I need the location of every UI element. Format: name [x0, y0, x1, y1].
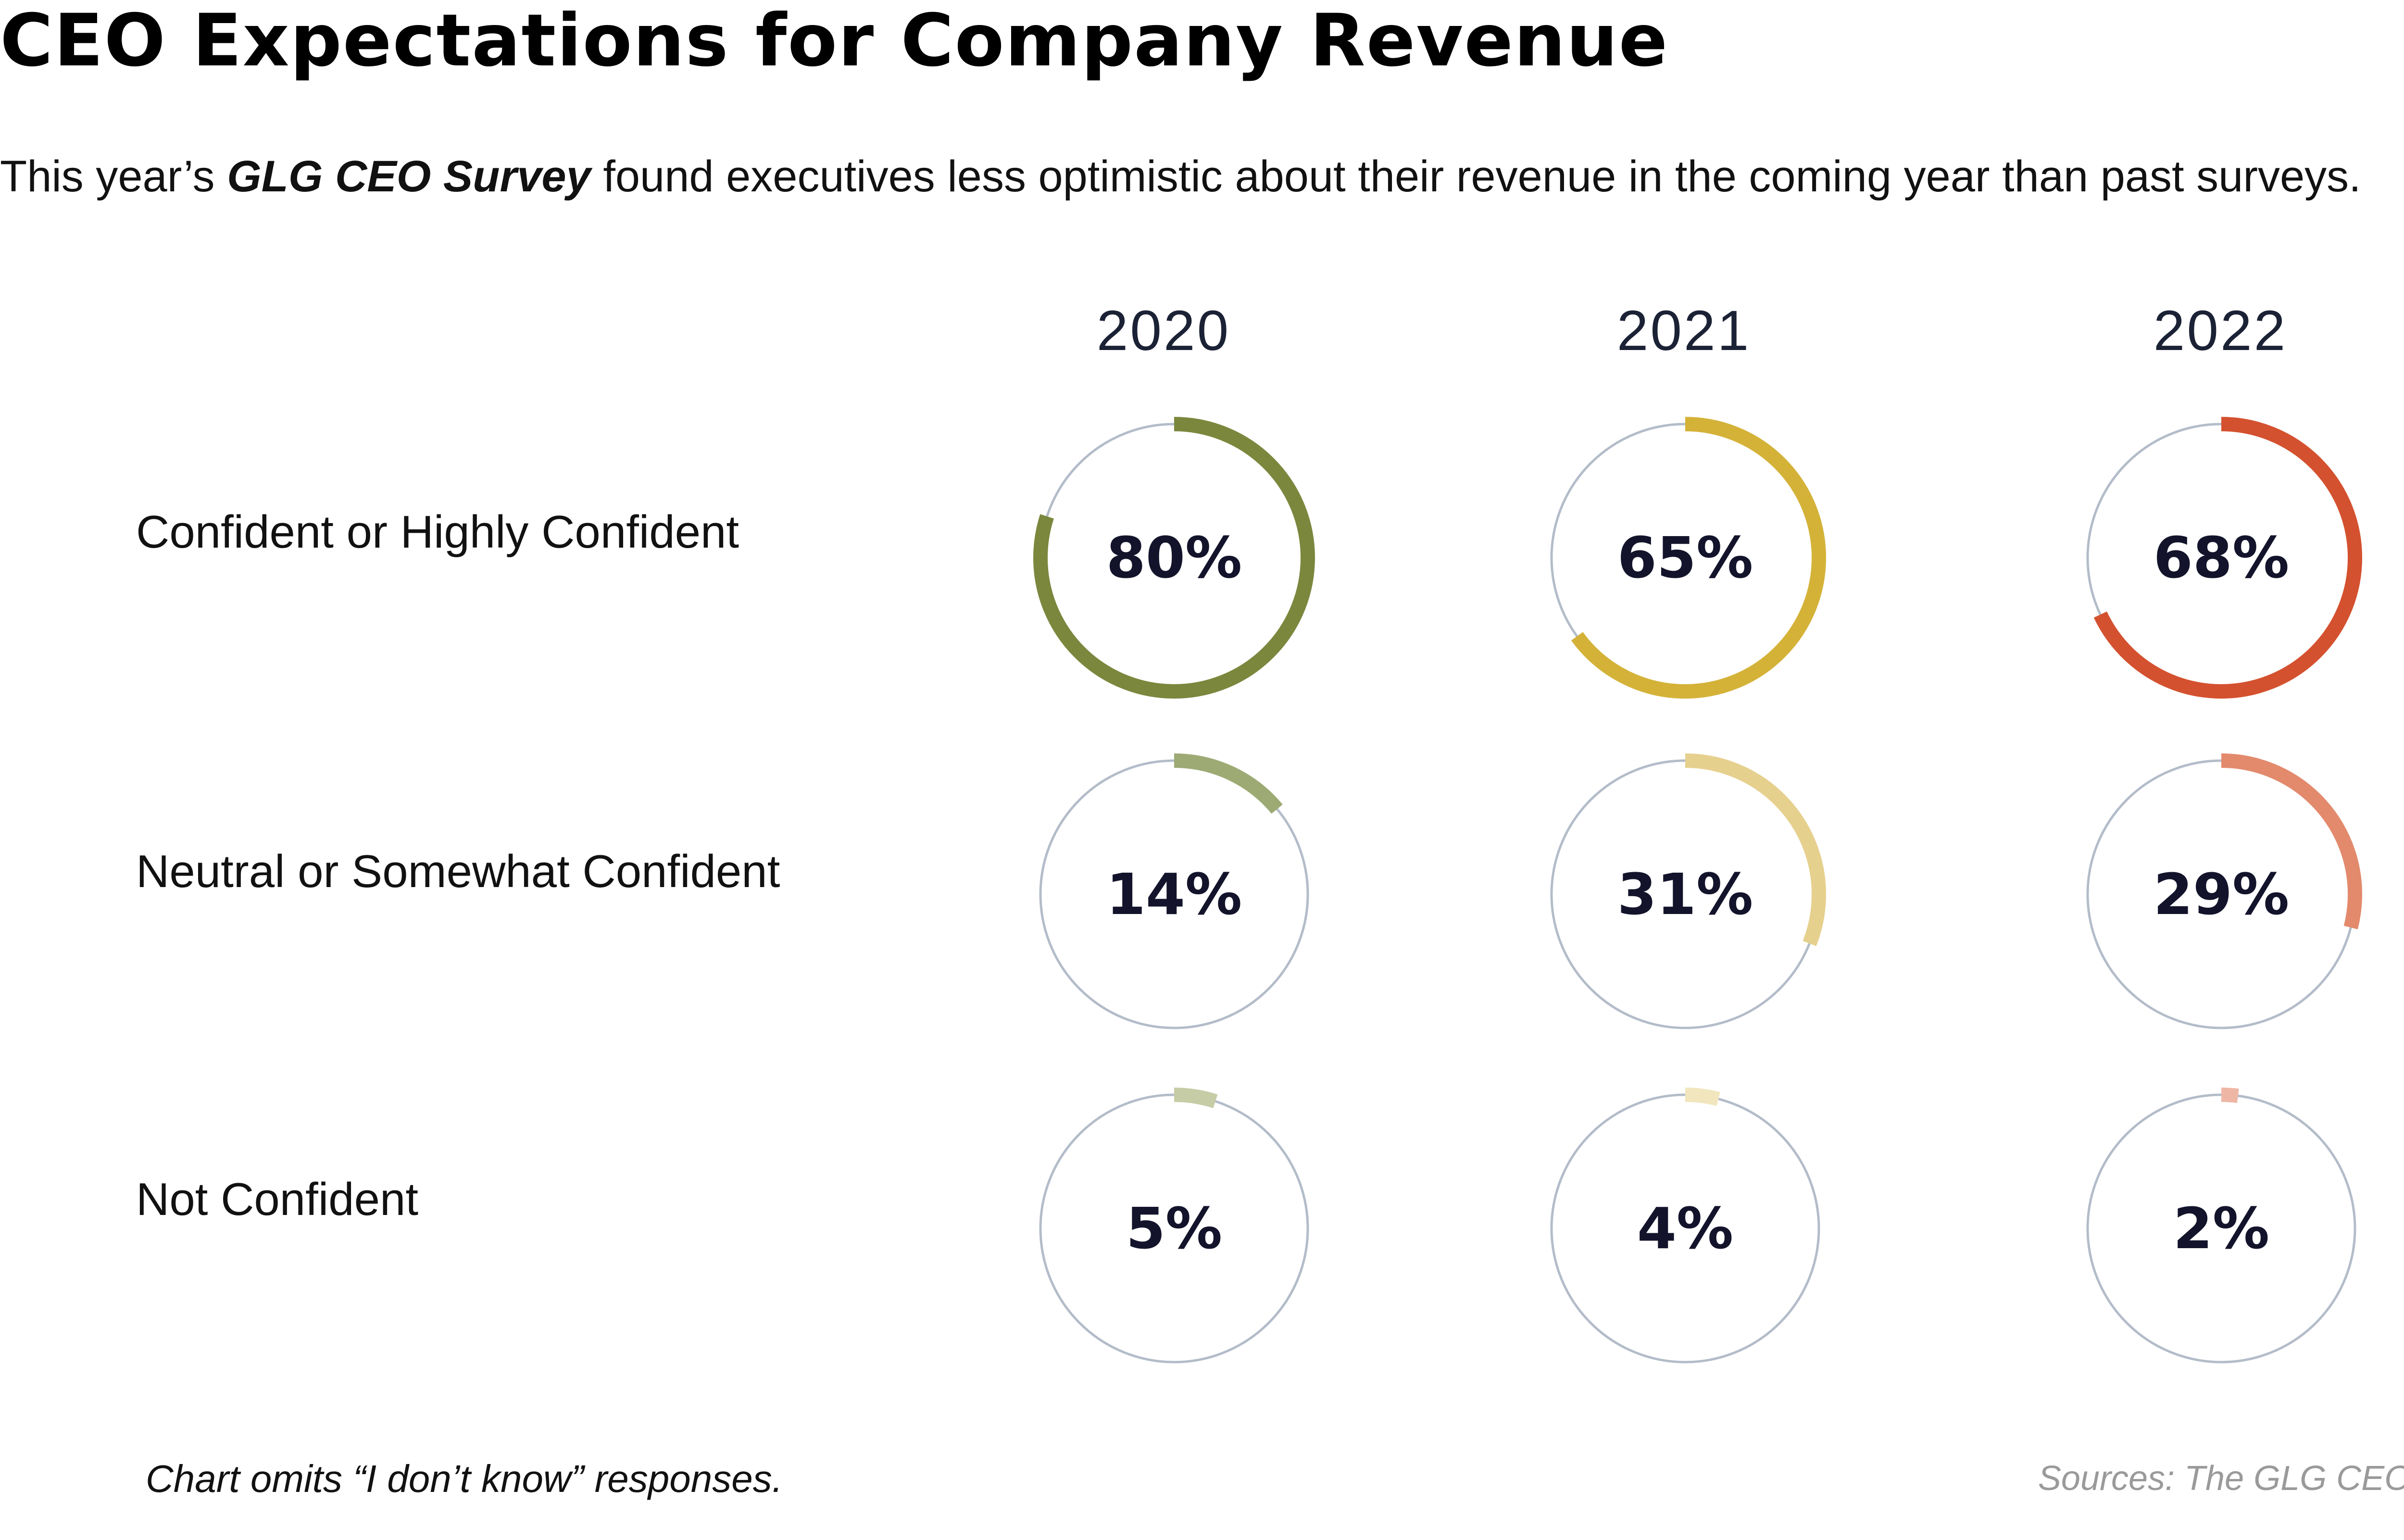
ring-value-label: 5% — [1126, 1195, 1222, 1262]
ring-value-label: 68% — [2154, 525, 2289, 591]
ring-confident-or-highly-confident-2022: 68% — [2080, 417, 2362, 699]
chart-title: CEO Expectations for Company Revenue — [0, 0, 1669, 83]
ring-confident-or-highly-confident-2021: 65% — [1544, 417, 1826, 699]
ring-neutral-or-somewhat-confident-2022: 29% — [2080, 753, 2362, 1035]
ring-value-label: 4% — [1637, 1195, 1733, 1262]
ring-value-label: 14% — [1106, 861, 1242, 927]
ring-neutral-or-somewhat-confident-2021: 31% — [1544, 753, 1826, 1035]
row-label-confident: Confident or Highly Confident — [136, 506, 739, 558]
ring-not-confident-2022: 2% — [2080, 1088, 2362, 1369]
ring-arc — [1033, 1088, 1315, 1369]
ring-arc — [1544, 417, 1826, 699]
ring-value-label: 29% — [2154, 861, 2289, 927]
footnote: Chart omits “I don’t know” responses. — [146, 1457, 783, 1500]
ring-value-label: 65% — [1617, 525, 1753, 591]
ring-arc — [2080, 417, 2362, 699]
ring-arc — [1033, 417, 1315, 699]
ring-confident-or-highly-confident-2020: 80% — [1033, 417, 1315, 699]
chart-subtitle: This year’s GLG CEO Survey found executi… — [0, 151, 2361, 202]
row-label-neutral: Neutral or Somewhat Confident — [136, 846, 780, 897]
ring-value-label: 80% — [1106, 525, 1242, 591]
ring-not-confident-2021: 4% — [1544, 1088, 1826, 1369]
ring-arc — [1544, 753, 1826, 1035]
subtitle-suffix: found executives less optimistic about t… — [590, 152, 2361, 201]
ring-arc — [1033, 753, 1315, 1035]
ring-neutral-or-somewhat-confident-2020: 14% — [1033, 753, 1315, 1035]
subtitle-prefix: This year’s — [0, 152, 227, 201]
ring-not-confident-2020: 5% — [1033, 1088, 1315, 1369]
row-label-not-confident: Not Confident — [136, 1174, 419, 1225]
ring-arc — [1544, 1088, 1826, 1369]
year-label-2022: 2022 — [2153, 299, 2288, 363]
ring-value-label: 31% — [1617, 861, 1753, 927]
ring-value-label: 2% — [2173, 1195, 2269, 1262]
year-label-2020: 2020 — [1096, 299, 1231, 363]
source-note: Sources: The GLG CEO Survey 2020, 2021, … — [2038, 1459, 2404, 1498]
year-label-2021: 2021 — [1616, 299, 1751, 363]
subtitle-emphasis: GLG CEO Survey — [227, 152, 591, 201]
ring-arc — [2080, 753, 2362, 1035]
ring-arc — [2080, 1088, 2362, 1369]
